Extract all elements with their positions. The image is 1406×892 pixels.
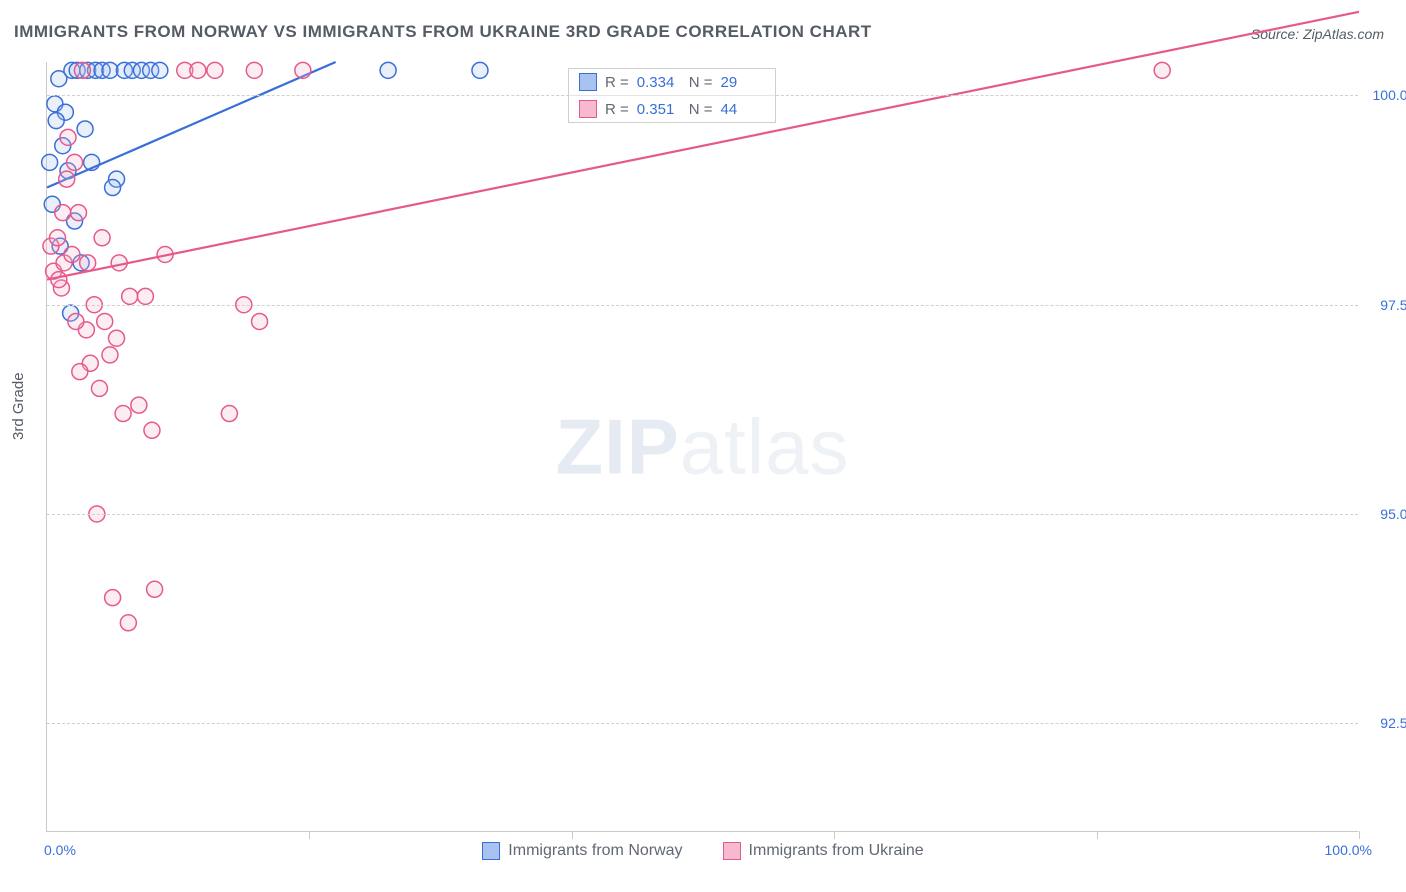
scatter-point-ukraine: [102, 347, 118, 363]
scatter-point-ukraine: [49, 230, 65, 246]
scatter-point-ukraine: [59, 171, 75, 187]
scatter-point-ukraine: [70, 205, 86, 221]
bottom-legend-label: Immigrants from Norway: [508, 842, 682, 860]
x-tick: [834, 831, 835, 839]
y-tick-label: 95.0%: [1364, 506, 1406, 522]
gridline: [47, 305, 1358, 306]
legend-row-norway: R = 0.334 N = 29: [569, 69, 775, 95]
scatter-point-norway: [380, 62, 396, 78]
y-tick-label: 92.5%: [1364, 715, 1406, 731]
x-tick: [572, 831, 573, 839]
bottom-legend-label: Immigrants from Ukraine: [749, 842, 924, 860]
x-tick: [1097, 831, 1098, 839]
trend-line-ukraine: [47, 12, 1359, 280]
scatter-point-norway: [102, 62, 118, 78]
scatter-point-ukraine: [72, 364, 88, 380]
scatter-point-ukraine: [115, 406, 131, 422]
scatter-point-ukraine: [131, 397, 147, 413]
scatter-point-ukraine: [105, 590, 121, 606]
scatter-point-norway: [42, 154, 58, 170]
legend-row-ukraine: R = 0.351 N = 44: [569, 95, 775, 122]
scatter-point-ukraine: [67, 154, 83, 170]
legend-r-label: R =: [605, 74, 629, 91]
scatter-point-ukraine: [80, 255, 96, 271]
scatter-point-ukraine: [221, 406, 237, 422]
legend-swatch: [579, 100, 597, 118]
scatter-point-norway: [77, 121, 93, 137]
scatter-point-ukraine: [252, 313, 268, 329]
y-tick-label: 97.5%: [1364, 297, 1406, 313]
x-tick: [309, 831, 310, 839]
scatter-point-ukraine: [147, 581, 163, 597]
scatter-point-norway: [472, 62, 488, 78]
y-tick-label: 100.0%: [1364, 87, 1406, 103]
scatter-point-ukraine: [74, 62, 90, 78]
scatter-point-ukraine: [97, 313, 113, 329]
legend-stats-box: R = 0.334 N = 29 R = 0.351 N = 44: [568, 68, 776, 123]
plot-area: ZIPatlas 92.5%95.0%97.5%100.0%: [46, 62, 1358, 832]
scatter-point-ukraine: [120, 615, 136, 631]
x-tick: [1359, 831, 1360, 839]
legend-n-label: N =: [689, 101, 713, 118]
legend-r-value: 0.334: [637, 74, 681, 91]
legend-n-value: 29: [721, 74, 765, 91]
scatter-point-ukraine: [94, 230, 110, 246]
legend-n-label: N =: [689, 74, 713, 91]
scatter-point-ukraine: [64, 247, 80, 263]
source-label: Source: ZipAtlas.com: [1251, 26, 1384, 42]
scatter-point-ukraine: [190, 62, 206, 78]
bottom-legend-item-norway: Immigrants from Norway: [482, 842, 682, 860]
bottom-legend-item-ukraine: Immigrants from Ukraine: [723, 842, 924, 860]
bottom-legend: Immigrants from Norway Immigrants from Uk…: [0, 842, 1406, 865]
scatter-point-ukraine: [109, 330, 125, 346]
y-axis-title: 3rd Grade: [10, 372, 27, 440]
scatter-point-ukraine: [207, 62, 223, 78]
scatter-point-ukraine: [1154, 62, 1170, 78]
legend-n-value: 44: [721, 101, 765, 118]
gridline: [47, 723, 1358, 724]
scatter-point-ukraine: [246, 62, 262, 78]
scatter-point-ukraine: [51, 272, 67, 288]
scatter-point-norway: [152, 62, 168, 78]
chart-title: IMMIGRANTS FROM NORWAY VS IMMIGRANTS FRO…: [14, 22, 872, 42]
legend-r-label: R =: [605, 101, 629, 118]
legend-swatch: [579, 73, 597, 91]
scatter-point-ukraine: [122, 288, 138, 304]
gridline: [47, 514, 1358, 515]
scatter-point-ukraine: [144, 422, 160, 438]
chart-svg: [47, 62, 1358, 831]
scatter-point-ukraine: [295, 62, 311, 78]
scatter-point-norway: [105, 180, 121, 196]
legend-swatch: [723, 842, 741, 860]
legend-r-value: 0.351: [637, 101, 681, 118]
scatter-point-ukraine: [55, 205, 71, 221]
scatter-point-ukraine: [60, 129, 76, 145]
legend-swatch: [482, 842, 500, 860]
scatter-point-ukraine: [137, 288, 153, 304]
scatter-point-ukraine: [91, 380, 107, 396]
scatter-point-ukraine: [68, 313, 84, 329]
scatter-point-norway: [48, 113, 64, 129]
